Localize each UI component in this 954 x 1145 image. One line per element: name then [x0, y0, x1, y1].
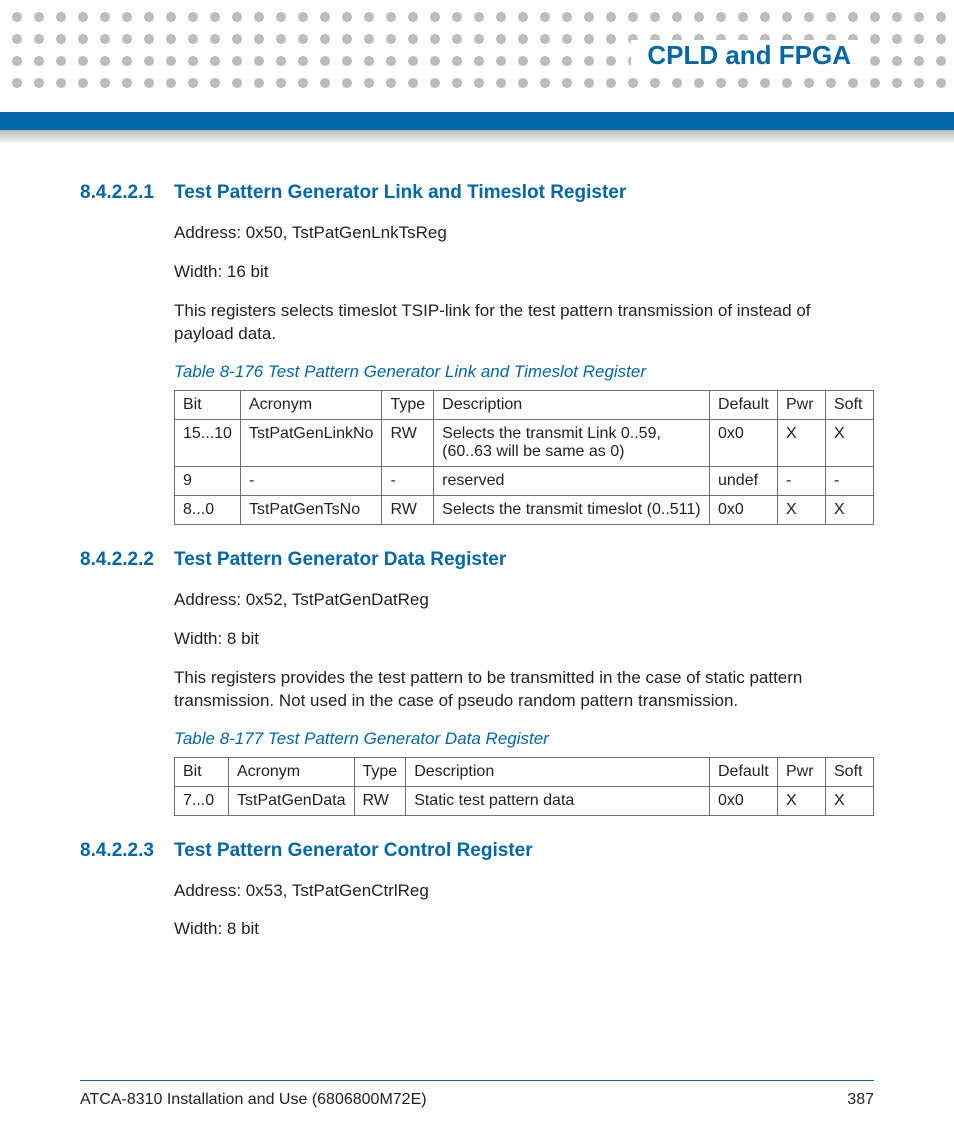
header-blue-bar	[0, 112, 954, 130]
table-cell: TstPatGenData	[229, 786, 355, 815]
section-title: Test Pattern Generator Control Register	[174, 840, 533, 862]
table-header-cell: Description	[406, 757, 710, 786]
table-header-cell: Bit	[175, 757, 229, 786]
paragraph: Width: 16 bit	[174, 261, 874, 284]
page-content: 8.4.2.2.1Test Pattern Generator Link and…	[80, 182, 874, 965]
section-body: Address: 0x53, TstPatGenCtrlReg Width: 8 …	[174, 880, 874, 942]
table-cell: Selects the transmit timeslot (0..511)	[434, 495, 710, 524]
paragraph: Width: 8 bit	[174, 628, 874, 651]
section-body: Address: 0x50, TstPatGenLnkTsReg Width: 1…	[174, 222, 874, 525]
table-cell: 8...0	[175, 495, 241, 524]
table-cell: -	[826, 466, 874, 495]
table-header-cell: Soft	[826, 757, 874, 786]
table-header-cell: Acronym	[229, 757, 355, 786]
header-gray-bar	[0, 130, 954, 142]
table-cell: 0x0	[710, 495, 778, 524]
section-heading: 8.4.2.2.2Test Pattern Generator Data Reg…	[80, 549, 874, 571]
chapter-title: CPLD and FPGA	[631, 40, 859, 71]
table-header-cell: Type	[354, 757, 406, 786]
table-cell: RW	[382, 495, 434, 524]
table-cell: Selects the transmit Link 0..59, (60..63…	[434, 419, 710, 466]
table-cell: X	[826, 495, 874, 524]
table-cell: TstPatGenTsNo	[240, 495, 382, 524]
section-title: Test Pattern Generator Link and Timeslot…	[174, 182, 626, 204]
table-header-cell: Bit	[175, 390, 241, 419]
table-caption: Table 8-176 Test Pattern Generator Link …	[174, 362, 874, 382]
section-title: Test Pattern Generator Data Register	[174, 549, 506, 571]
footer-page-number: 387	[847, 1091, 874, 1109]
table-row: 8...0TstPatGenTsNoRWSelects the transmit…	[175, 495, 874, 524]
table-cell: 0x0	[710, 419, 778, 466]
table-header-cell: Acronym	[240, 390, 382, 419]
paragraph: Address: 0x52, TstPatGenDatReg	[174, 589, 874, 612]
table-cell: Static test pattern data	[406, 786, 710, 815]
section-heading: 8.4.2.2.1Test Pattern Generator Link and…	[80, 182, 874, 204]
table-header-cell: Type	[382, 390, 434, 419]
table-cell: 0x0	[710, 786, 778, 815]
table-cell: reserved	[434, 466, 710, 495]
table-cell: TstPatGenLinkNo	[240, 419, 382, 466]
table-header-cell: Pwr	[778, 757, 826, 786]
table-cell: undef	[710, 466, 778, 495]
table-cell: -	[382, 466, 434, 495]
table-cell: X	[778, 786, 826, 815]
table-cell: X	[778, 495, 826, 524]
table-header-cell: Default	[710, 757, 778, 786]
section-number: 8.4.2.2.3	[80, 840, 174, 862]
table-cell: X	[826, 786, 874, 815]
table-cell: 15...10	[175, 419, 241, 466]
table-cell: RW	[354, 786, 406, 815]
section-body: Address: 0x52, TstPatGenDatReg Width: 8 b…	[174, 589, 874, 816]
table-header-cell: Soft	[826, 390, 874, 419]
footer-doc-title: ATCA-8310 Installation and Use (6806800M…	[80, 1091, 427, 1109]
table-cell: X	[826, 419, 874, 466]
register-table: BitAcronymTypeDescriptionDefaultPwrSoft7…	[174, 757, 874, 816]
table-header-cell: Pwr	[778, 390, 826, 419]
table-cell: X	[778, 419, 826, 466]
register-table: BitAcronymTypeDescriptionDefaultPwrSoft1…	[174, 390, 874, 525]
paragraph: Address: 0x50, TstPatGenLnkTsReg	[174, 222, 874, 245]
table-cell: -	[778, 466, 826, 495]
paragraph: This registers selects timeslot TSIP-lin…	[174, 300, 874, 346]
table-row: 9--reservedundef--	[175, 466, 874, 495]
paragraph: Address: 0x53, TstPatGenCtrlReg	[174, 880, 874, 903]
table-cell: -	[240, 466, 382, 495]
table-cell: 7...0	[175, 786, 229, 815]
table-row: 15...10TstPatGenLinkNoRWSelects the tran…	[175, 419, 874, 466]
table-header-cell: Description	[434, 390, 710, 419]
table-caption: Table 8-177 Test Pattern Generator Data …	[174, 729, 874, 749]
page-footer: ATCA-8310 Installation and Use (6806800M…	[80, 1080, 874, 1109]
paragraph: This registers provides the test pattern…	[174, 667, 874, 713]
section-number: 8.4.2.2.2	[80, 549, 174, 571]
table-cell: RW	[382, 419, 434, 466]
section-number: 8.4.2.2.1	[80, 182, 174, 204]
table-header-cell: Default	[710, 390, 778, 419]
paragraph: Width: 8 bit	[174, 918, 874, 941]
section-heading: 8.4.2.2.3Test Pattern Generator Control …	[80, 840, 874, 862]
table-row: 7...0TstPatGenDataRWStatic test pattern …	[175, 786, 874, 815]
table-cell: 9	[175, 466, 241, 495]
